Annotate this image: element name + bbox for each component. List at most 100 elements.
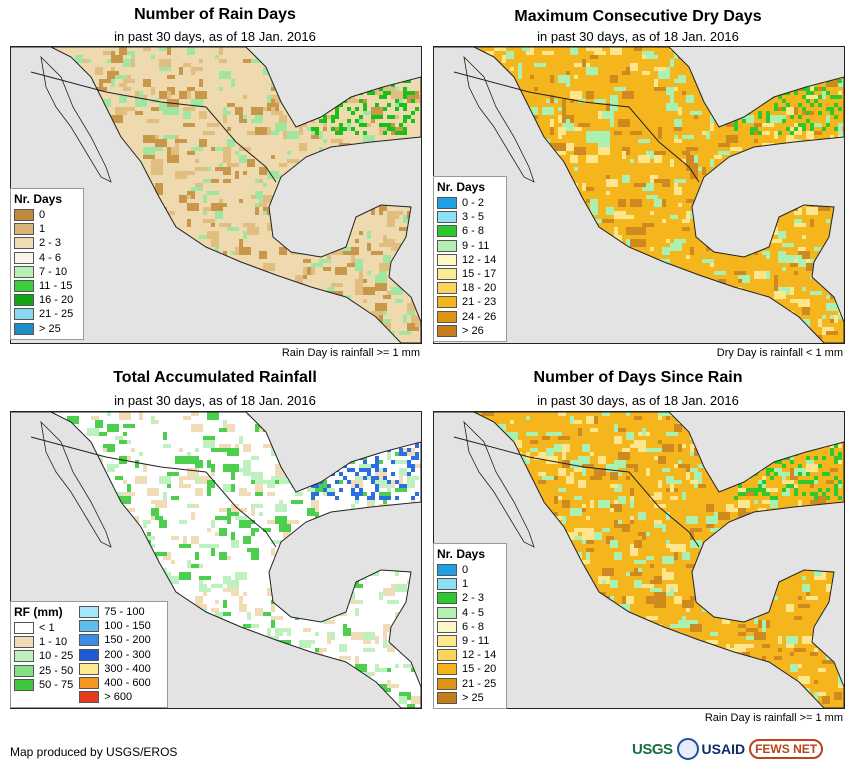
legend-label: 4 - 5 — [462, 606, 485, 619]
legend-row: 6 - 8 — [437, 620, 501, 634]
legend-swatch — [79, 691, 100, 704]
legend-swatch — [437, 578, 457, 591]
legend-row: 0 — [14, 208, 78, 222]
legend-label: 9 - 11 — [462, 239, 490, 252]
panel-title: Number of Days Since Rain — [533, 369, 743, 386]
legend-swatch — [437, 620, 457, 633]
legend-row: 24 - 26 — [437, 310, 501, 324]
legend-row: 3 - 5 — [437, 210, 501, 224]
usaid-logo-text: USAID — [701, 741, 746, 757]
legend-row: 1 — [14, 222, 78, 236]
legend-label: 16 - 20 — [39, 294, 74, 307]
legend-label: 12 - 14 — [462, 253, 497, 266]
legend-row: 75 - 100 — [79, 605, 150, 619]
legend-label: 2 - 3 — [39, 237, 62, 250]
legend-label: 18 - 20 — [462, 282, 497, 295]
legend-swatch — [14, 209, 34, 222]
panel-subtitle: in past 30 days, as of 18 Jan. 2016 — [537, 393, 739, 408]
legend-swatch — [79, 634, 100, 647]
legend-label: 150 - 200 — [104, 634, 151, 647]
legend-swatch — [14, 223, 34, 236]
legend-row: 21 - 25 — [14, 307, 78, 321]
legend-row: 6 - 8 — [437, 224, 501, 238]
legend-swatch — [14, 280, 34, 293]
legend-label: 24 - 26 — [462, 310, 497, 323]
legend-label: 50 - 75 — [39, 678, 74, 691]
panel-title: Total Accumulated Rainfall — [113, 369, 317, 386]
legend-swatch — [437, 691, 457, 704]
legend-label: > 25 — [39, 322, 61, 335]
legend-title: Nr. Days — [437, 547, 486, 561]
legend-label: > 25 — [462, 691, 484, 704]
legend-label: 11 - 15 — [39, 280, 73, 293]
legend-label: 9 - 11 — [462, 635, 490, 648]
legend-swatch — [14, 664, 34, 677]
map-image — [434, 47, 844, 343]
panel-subtitle: in past 30 days, as of 18 Jan. 2016 — [537, 29, 739, 44]
legend-swatch — [14, 650, 34, 663]
fews-net-logo: FEWS NET — [749, 739, 824, 759]
legend-row: 150 - 200 — [79, 633, 151, 647]
legend-label: 6 - 8 — [462, 225, 485, 238]
legend-swatch — [14, 294, 34, 307]
legend-swatch — [14, 322, 34, 335]
legend-row: 25 - 50 — [14, 664, 73, 678]
legend-row: 21 - 25 — [437, 677, 501, 691]
legend-label: 21 - 25 — [462, 677, 497, 690]
legend-title: RF (mm) — [14, 605, 63, 619]
legend-label: 75 - 100 — [104, 606, 145, 619]
legend-swatch — [437, 677, 457, 690]
panel-note: Rain Day is rainfall >= 1 mm — [704, 712, 843, 724]
legend-swatch — [437, 592, 457, 605]
legend-row: > 600 — [79, 690, 150, 704]
legend-row: 21 - 23 — [437, 295, 501, 309]
legend-row: > 26 — [437, 324, 501, 338]
legend-row: 50 - 75 — [14, 678, 73, 692]
legend-row: 4 - 5 — [437, 606, 501, 620]
legend-swatch — [437, 211, 457, 224]
legend-row: 18 - 20 — [437, 281, 501, 295]
panel-subtitle: in past 30 days, as of 18 Jan. 2016 — [114, 393, 316, 408]
legend-label: 1 — [39, 223, 46, 236]
legend-swatch — [14, 636, 34, 649]
legend-swatch — [437, 649, 457, 662]
legend-label: 100 - 150 — [104, 620, 151, 633]
legend-swatch — [437, 225, 457, 238]
legend-row: 12 - 14 — [437, 253, 501, 267]
legend-label: 0 - 2 — [462, 197, 485, 210]
legend-swatch — [79, 662, 100, 675]
legend-label: 15 - 17 — [462, 268, 497, 281]
map-image — [11, 412, 421, 708]
legend-label: 0 — [462, 564, 469, 577]
legend-swatch — [79, 648, 100, 661]
legend-label: 21 - 23 — [462, 296, 497, 309]
legend-label: 300 - 400 — [104, 662, 151, 675]
legend-swatch — [79, 606, 100, 619]
legend-label: 12 - 14 — [462, 649, 497, 662]
legend-row: 15 - 17 — [437, 267, 501, 281]
legend-swatch — [79, 620, 100, 633]
legend-row: 15 - 20 — [437, 662, 501, 676]
legend-row: 10 - 25 — [14, 649, 73, 663]
legend-swatch — [437, 268, 457, 281]
legend-row: 12 - 14 — [437, 648, 501, 662]
legend-label: 200 - 300 — [104, 648, 151, 661]
legend-row: < 1 — [14, 621, 73, 635]
panel-note: Rain Day is rainfall >= 1 mm — [281, 347, 420, 359]
legend-title: Nr. Days — [14, 192, 63, 206]
legend-swatch — [437, 296, 457, 309]
legend-swatch — [14, 237, 34, 250]
legend-row: 100 - 150 — [79, 619, 151, 633]
legend-label: 400 - 600 — [104, 677, 151, 690]
legend-swatch — [437, 282, 457, 295]
usgs-logo: USGS — [632, 740, 673, 758]
legend-row: 2 - 3 — [14, 236, 78, 250]
legend-label: 3 - 5 — [462, 211, 485, 224]
legend-label: < 1 — [39, 622, 55, 635]
legend-swatch — [14, 678, 34, 691]
legend-swatch — [437, 310, 457, 323]
legend-row: 1 — [437, 577, 501, 591]
legend-row: 4 - 6 — [14, 251, 78, 265]
legend-row: 11 - 15 — [14, 279, 78, 293]
